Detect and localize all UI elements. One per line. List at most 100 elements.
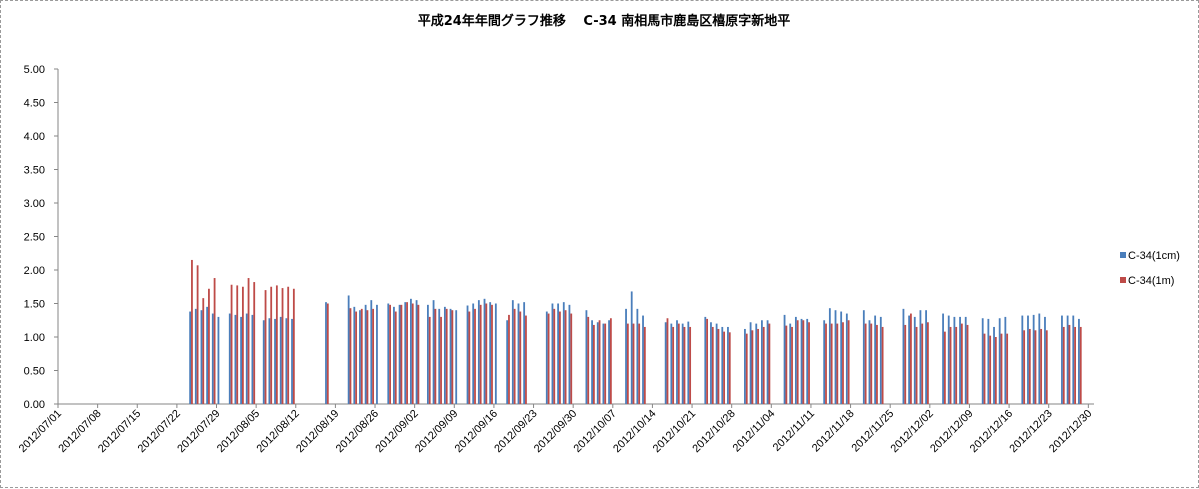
x-axis-ticks: 2012/07/012012/07/082012/07/152012/07/22… [17,404,1094,455]
bar [870,323,873,404]
bar [710,322,712,404]
bar [394,311,397,404]
bar [398,304,401,404]
bar [902,308,905,404]
bar [591,320,593,404]
bar [1023,330,1026,404]
bar [364,304,367,404]
bar [955,326,958,404]
bar [347,295,350,404]
bar [768,323,771,404]
bar [455,310,458,404]
bar [483,298,486,404]
bar [568,304,571,404]
bar [247,278,250,404]
bar [472,303,475,404]
bar [806,318,809,404]
bar [960,323,963,404]
legend-label: C-34(1m) [1128,275,1174,287]
bar [949,326,952,404]
bar [921,323,924,404]
bar [638,323,641,404]
bar [791,326,793,404]
bar [387,303,390,404]
bar [845,313,848,404]
bar [234,314,237,404]
bar [966,324,969,404]
bar [983,333,986,404]
bar [523,302,526,404]
bar [598,320,601,404]
y-tick-label: 3.50 [24,165,45,177]
bar [683,326,686,404]
bar [417,304,420,404]
bar [376,304,378,404]
bar [404,302,407,404]
bar [993,326,995,404]
bar [604,323,607,404]
bar [868,320,871,404]
bar [643,326,646,404]
bar [587,316,590,404]
y-tick-label: 1.50 [24,299,45,311]
bar [596,322,599,404]
bar [389,304,391,404]
bar [428,316,431,404]
bar [823,320,826,404]
bar [285,318,288,404]
bar [230,284,233,404]
bar [942,313,944,404]
bar [926,322,929,404]
bar [279,316,282,404]
bar [208,288,210,404]
bar [1000,333,1003,404]
bar [189,311,192,404]
bar [191,259,193,404]
bar [196,265,199,404]
bar [477,300,480,404]
bar [1028,328,1031,404]
bar [1040,328,1043,404]
bar [262,320,265,404]
bar [360,308,363,404]
bar [1027,315,1029,404]
bar [1004,316,1007,404]
bar [745,333,748,404]
y-tick-label: 5.00 [24,64,45,76]
bar [766,320,769,404]
bar [1038,313,1041,404]
bar [253,282,256,404]
bar [553,308,556,404]
bar [1068,324,1071,404]
bar [451,310,454,404]
bar [228,313,231,404]
bar [445,308,448,404]
bar [449,308,452,404]
bar [825,323,827,404]
bar [876,324,878,404]
series-2 [191,259,1082,404]
bar [840,311,843,404]
bar [1078,318,1080,404]
bar [642,315,644,404]
bar [359,310,361,404]
bar [672,326,675,404]
bar [545,311,548,404]
bar [438,308,441,404]
bar [602,323,605,404]
bar [468,311,471,404]
bar [749,322,752,404]
series-1 [189,291,1080,404]
bar [834,310,837,404]
bar [989,335,992,404]
bar [434,308,437,404]
bar [217,316,220,404]
bar [744,328,746,404]
y-tick-label: 2.00 [24,265,45,277]
y-tick-label: 4.50 [24,98,45,110]
bar [1045,330,1048,404]
bar [727,326,729,404]
y-tick-label: 0.50 [24,366,45,378]
bar [1034,330,1037,404]
bar [245,313,248,404]
